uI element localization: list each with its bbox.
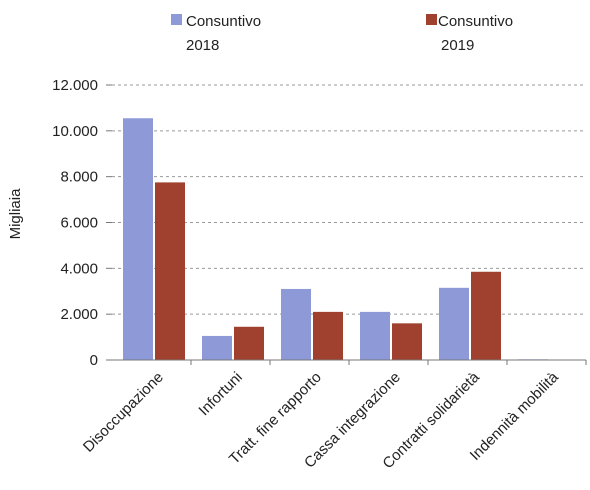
legend-label-2018-line2: 2018: [186, 37, 219, 54]
y-tick-label: 0: [90, 352, 98, 369]
y-tick-label: 10.000: [52, 123, 98, 140]
bar-2019: [392, 323, 422, 360]
legend-swatch-2018: [171, 14, 182, 25]
y-tick-label: 8.000: [60, 169, 98, 186]
bar-2018: [439, 287, 469, 360]
bar-2018: [123, 118, 153, 361]
x-tick-label: Infortuni: [195, 369, 245, 419]
legend-label-2019-line1: Consuntivo: [438, 13, 513, 30]
bar-2018: [360, 311, 390, 360]
bar-2018: [281, 288, 311, 360]
y-tick-label: 2.000: [60, 306, 98, 323]
x-tick-label: Disoccupazione: [80, 369, 167, 456]
bar-2019: [471, 271, 501, 360]
legend: Consuntivo 2018 Consuntivo 2019: [171, 13, 513, 54]
bar-2019: [234, 326, 264, 360]
y-axis-ticks: 0 2.000 4.000 6.000 8.000 10.000 12.000: [52, 77, 112, 369]
x-tick-label: Indennità mobilità: [467, 368, 563, 464]
bar-2019: [313, 311, 343, 360]
y-tick-label: 4.000: [60, 260, 98, 277]
gridlines: [112, 84, 586, 315]
bar-2018: [202, 335, 232, 360]
bars: [123, 118, 580, 361]
bar-2019: [155, 182, 185, 360]
legend-label-2018-line1: Consuntivo: [186, 13, 261, 30]
y-tick-label: 12.000: [52, 77, 98, 94]
y-tick-label: 6.000: [60, 215, 98, 232]
legend-label-2019-line2: 2019: [441, 37, 474, 54]
y-axis-label: Migliaia: [7, 188, 24, 240]
legend-swatch-2019: [426, 14, 437, 25]
